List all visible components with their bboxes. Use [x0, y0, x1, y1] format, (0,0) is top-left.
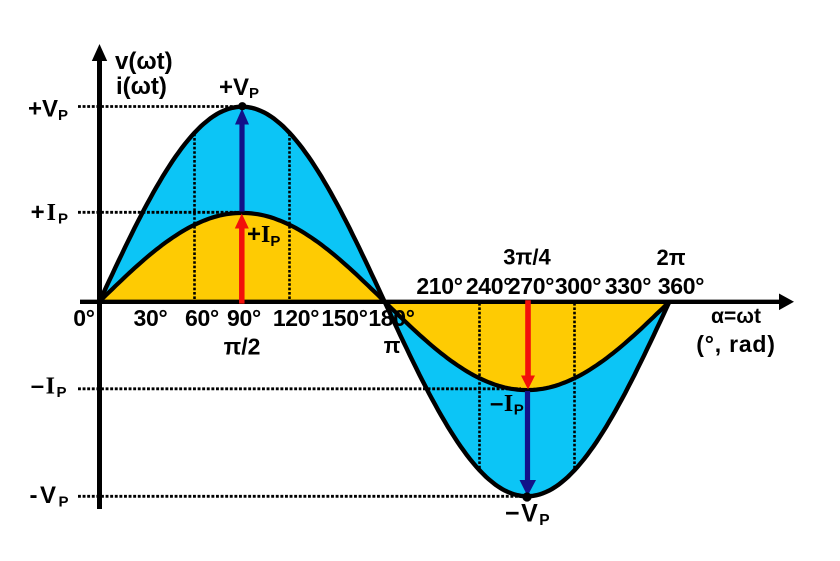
svg-text:330°: 330°: [605, 273, 651, 299]
svg-text:120°: 120°: [273, 305, 319, 331]
svg-text:-VP: -VP: [29, 482, 71, 511]
svg-text:+VP: +VP: [219, 74, 259, 102]
svg-text:π/2: π/2: [224, 334, 261, 360]
svg-text:0°: 0°: [73, 305, 94, 331]
svg-text:i(ωt): i(ωt): [116, 73, 167, 100]
svg-text:60°: 60°: [185, 305, 219, 331]
svg-text:240°: 240°: [466, 273, 512, 299]
svg-text:2π: 2π: [656, 245, 685, 270]
svg-text:150°: 150°: [321, 305, 367, 331]
svg-text:3π/4: 3π/4: [503, 245, 551, 270]
svg-text:180°: 180°: [368, 305, 414, 331]
svg-text:30°: 30°: [134, 305, 168, 331]
svg-text:π: π: [384, 333, 401, 358]
svg-text:300°: 300°: [555, 273, 601, 299]
svg-text:360°: 360°: [658, 273, 704, 299]
svg-text:270°: 270°: [508, 273, 554, 299]
svg-text:–IP: –IP: [31, 373, 68, 402]
svg-text:v(ωt): v(ωt): [115, 48, 173, 75]
svg-text:+VP: +VP: [28, 96, 68, 125]
svg-text:+IP: +IP: [31, 199, 70, 228]
svg-text:−VP: −VP: [505, 500, 551, 530]
svg-text:(°, rad): (°, rad): [696, 331, 776, 357]
svg-text:90°: 90°: [227, 305, 261, 331]
svg-text:α=ωt: α=ωt: [711, 305, 761, 328]
svg-text:210°: 210°: [416, 273, 462, 299]
